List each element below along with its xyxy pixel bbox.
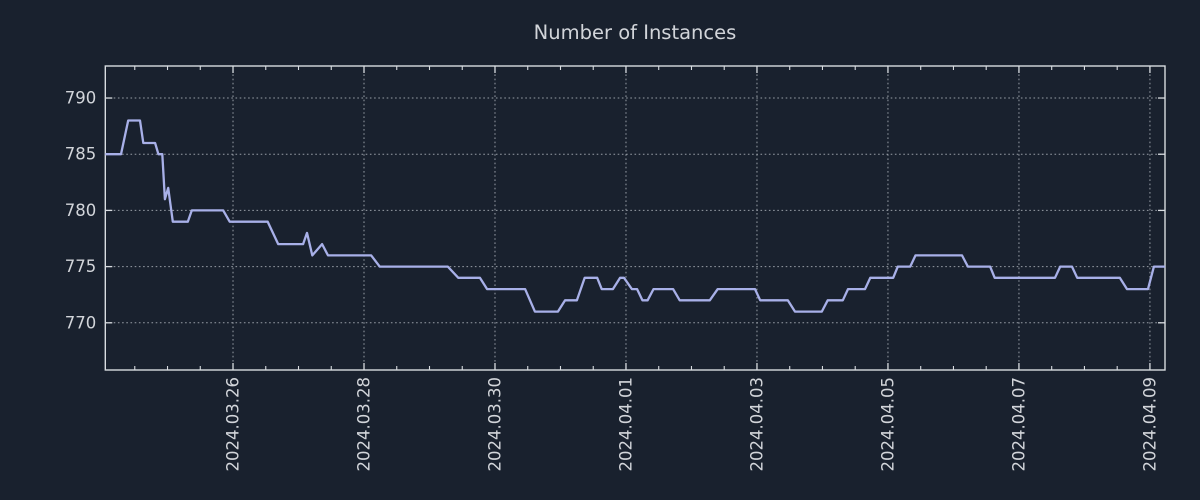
axes-frame [104, 65, 1166, 371]
x-tick-label: 2024.03.26 [224, 377, 243, 471]
y-tick-label: 790 [65, 89, 97, 108]
series-line-instances [105, 119, 1165, 313]
x-tick-label: 2024.04.03 [747, 377, 766, 471]
x-tick-label: 2024.04.09 [1140, 377, 1159, 471]
tick-layer [105, 66, 1165, 370]
x-tick-label: 2024.04.05 [878, 377, 897, 471]
axis-label-layer: 770 775 780 785 790 2024.03.26 2024.03.28 2024.… [65, 89, 1160, 472]
y-tick-label: 775 [65, 257, 97, 276]
y-tick-label: 780 [65, 201, 97, 220]
x-tick-label: 2024.04.01 [616, 377, 635, 471]
x-tick-label: 2024.03.30 [485, 377, 504, 471]
y-tick-label: 785 [65, 145, 97, 164]
x-tick-label: 2024.03.28 [355, 377, 374, 471]
series-layer [105, 119, 1165, 313]
y-tick-label: 770 [65, 313, 97, 332]
grid-layer [105, 66, 1165, 370]
x-tick-label: 2024.04.07 [1009, 377, 1028, 471]
chart-title: Number of Instances [534, 21, 737, 44]
plot-frame [104, 65, 1166, 371]
